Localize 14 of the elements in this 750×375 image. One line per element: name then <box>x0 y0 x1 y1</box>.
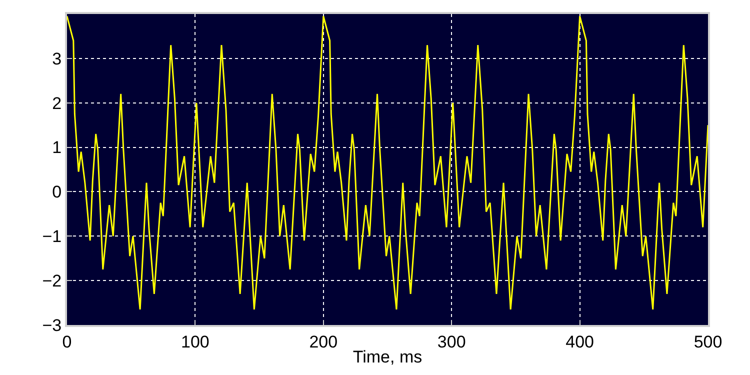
line-series <box>67 15 708 310</box>
x-tick-label: 200 <box>309 332 338 352</box>
y-tick-label: 2 <box>52 94 62 113</box>
y-tick-label: 0 <box>52 182 62 202</box>
y-tick-label: −3 <box>42 316 62 335</box>
y-tick-label: −1 <box>42 227 62 246</box>
x-tick-label: 400 <box>566 332 594 352</box>
y-tick-label: −2 <box>42 272 62 291</box>
y-tick-label: 3 <box>52 49 62 68</box>
x-tick-label: 500 <box>694 332 722 352</box>
x-tick-label: 300 <box>437 332 466 352</box>
x-axis-title: Time, ms <box>352 347 422 366</box>
y-tick-label: 1 <box>52 138 62 158</box>
x-tick-label: 100 <box>181 332 210 352</box>
